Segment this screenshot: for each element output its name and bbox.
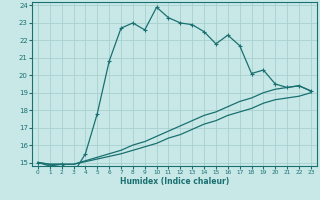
X-axis label: Humidex (Indice chaleur): Humidex (Indice chaleur)	[120, 177, 229, 186]
